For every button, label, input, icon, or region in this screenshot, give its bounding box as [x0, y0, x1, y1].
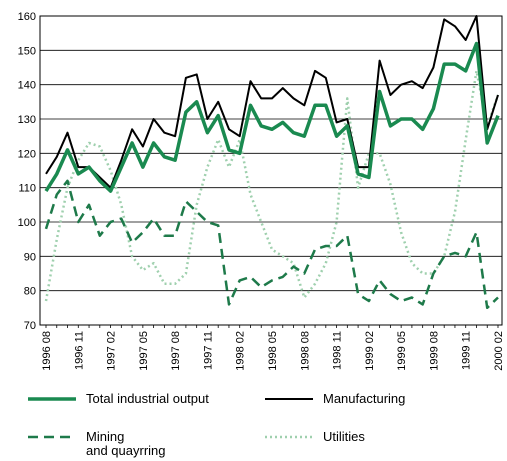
legend-swatch — [265, 435, 313, 439]
x-tick-label: 1996 11 — [73, 331, 85, 370]
legend-label: Mining and quayrring — [86, 429, 166, 458]
legend-swatch — [28, 435, 76, 439]
legend-label: Total industrial output — [86, 391, 209, 406]
series-line — [44, 41, 500, 193]
legend-swatch — [265, 398, 313, 400]
y-tick-label: 70 — [24, 320, 36, 332]
y-tick-label: 140 — [18, 80, 36, 92]
y-tick-label: 120 — [18, 148, 36, 160]
x-tick-label: 1997 08 — [170, 331, 182, 371]
plot-frame — [39, 15, 503, 326]
legend-label: Manufacturing — [323, 391, 406, 406]
y-tick-label: 100 — [18, 217, 36, 229]
x-tick-label: 2000 02 — [493, 331, 505, 371]
x-tick-label: 1998 11 — [332, 331, 344, 370]
x-tick-label: 1999 05 — [396, 331, 408, 371]
y-tick-label: 90 — [24, 251, 36, 263]
x-tick-label: 1997 05 — [138, 331, 150, 371]
x-tick-label: 1998 05 — [267, 331, 279, 371]
x-tick-label: 1999 02 — [364, 331, 376, 371]
legend-label: Utilities — [323, 429, 365, 444]
y-tick-label: 160 — [18, 11, 36, 23]
y-tick-label: 130 — [18, 114, 36, 126]
y-tick-label: 80 — [24, 286, 36, 298]
legend-item: Mining and quayrring — [28, 430, 216, 458]
legend-item: Total industrial output — [28, 392, 216, 406]
x-tick-label: 1998 02 — [235, 331, 247, 371]
series-line — [45, 15, 499, 189]
y-tick-label: 110 — [18, 183, 36, 195]
legend-swatch — [28, 397, 76, 401]
x-tick-label: 1997 02 — [106, 331, 118, 371]
x-tick-label: 1997 11 — [202, 331, 214, 370]
x-tick-label: 1998 08 — [299, 331, 311, 371]
y-tick-label: 150 — [18, 45, 36, 57]
x-tick-label: 1999 11 — [461, 331, 473, 370]
legend-item: Manufacturing — [265, 392, 453, 406]
legend-item: Utilities — [265, 430, 453, 444]
x-tick-label: 1996 08 — [41, 331, 53, 371]
x-tick-label: 1999 08 — [428, 331, 440, 371]
series-line — [44, 179, 499, 310]
